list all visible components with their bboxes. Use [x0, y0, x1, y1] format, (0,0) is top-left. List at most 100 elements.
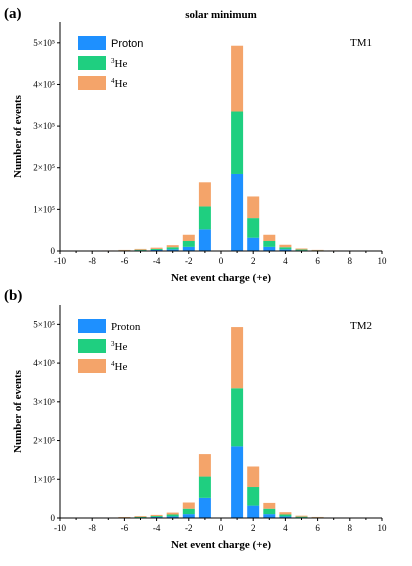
x-tick-label: 4 [283, 523, 288, 533]
y-tick-label: 1×10⁵ [33, 204, 55, 214]
x-tick-label: -6 [121, 256, 129, 266]
bar-3he-x-5 [134, 249, 147, 251]
legend-label-proton: Proton [111, 38, 143, 50]
bar-4he-x1 [231, 327, 244, 389]
bar-proton-x2 [247, 237, 260, 251]
legend-label-3he: 3He [111, 340, 127, 353]
bar-3he-x-3 [166, 247, 179, 250]
y-tick-label: 4×10⁵ [33, 79, 55, 89]
x-tick-label: 8 [348, 523, 353, 533]
bar-4he-x3 [263, 234, 276, 242]
x-tick-label: 6 [315, 523, 320, 533]
bar-proton-x-1 [198, 497, 211, 518]
detector-label: TM1 [350, 37, 372, 49]
bar-4he-x1 [231, 45, 244, 112]
bar-4he-x2 [247, 466, 260, 488]
bar-proton-x3 [263, 246, 276, 251]
bar-proton-x2 [247, 505, 260, 518]
y-tick-label: 3×10⁵ [33, 121, 55, 131]
x-tick-label: 0 [219, 523, 224, 533]
bar-3he-x4 [279, 514, 292, 517]
y-tick-label: 4×10⁵ [33, 358, 55, 368]
legend-swatch-4he [78, 76, 106, 90]
bar-proton-x4 [279, 249, 292, 251]
x-tick-label: 10 [378, 256, 388, 266]
bar-proton-x3 [263, 514, 276, 518]
bar-proton-x-4 [150, 249, 163, 251]
x-tick-label: 10 [378, 523, 388, 533]
bar-proton-x4 [279, 516, 292, 518]
bar-proton-x-1 [198, 229, 211, 251]
bar-3he-x-2 [182, 508, 195, 515]
bar-4he-x-3 [166, 245, 179, 248]
x-tick-label: -2 [185, 523, 193, 533]
bar-4he-x5 [295, 248, 308, 250]
x-tick-label: 2 [251, 523, 256, 533]
x-tick-label: -6 [121, 523, 129, 533]
bar-4he-x-4 [150, 514, 163, 517]
bar-4he-x-3 [166, 512, 179, 515]
legend-swatch-3he [78, 339, 106, 353]
bar-4he-x-1 [198, 182, 211, 207]
bar-proton-x-2 [182, 246, 195, 251]
x-tick-label: 2 [251, 256, 256, 266]
x-tick-label: -10 [54, 256, 66, 266]
legend-swatch-3he [78, 56, 106, 70]
bar-4he-x-2 [182, 502, 195, 509]
bar-proton-x1 [231, 446, 244, 518]
bar-3he-x-2 [182, 241, 195, 247]
bar-3he-x1 [231, 111, 244, 174]
bar-3he-x1 [231, 388, 244, 447]
bar-4he-x-4 [150, 247, 163, 249]
x-tick-label: -4 [153, 256, 161, 266]
bar-3he-x-4 [150, 516, 163, 518]
panel-label: (b) [4, 288, 22, 304]
bar-4he-x3 [263, 502, 276, 509]
x-tick-label: 8 [348, 256, 353, 266]
bar-3he-x5 [295, 516, 308, 518]
bar-4he-x-5 [134, 248, 147, 250]
y-axis-title: Number of events [12, 369, 24, 453]
bar-4he-x-2 [182, 234, 195, 242]
y-tick-label: 3×10⁵ [33, 397, 55, 407]
x-tick-label: -8 [88, 256, 96, 266]
bar-4he-x2 [247, 196, 260, 219]
legend-swatch-proton [78, 319, 106, 333]
legend-label-4he: 4He [111, 360, 127, 373]
chart-panel-2: (b) -10 -8 -6 -4 -2 0 2 4 6 8 10 0 1×10⁵ 2×10⁵ 3×10⁵ 4×1… [4, 288, 387, 551]
bar-3he-x5 [295, 249, 308, 251]
chart-panel-1: (a) solar minimum -10 -8 -6 -4 -2 0 2 4 6 8 10 0 1×10⁵… [4, 6, 387, 284]
bar-4he-x5 [295, 515, 308, 517]
y-tick-label: 2×10⁵ [33, 436, 55, 446]
y-tick-label: 5×10⁵ [33, 38, 55, 48]
bar-3he-x4 [279, 247, 292, 250]
x-tick-label: -4 [153, 523, 161, 533]
y-tick-label: 2×10⁵ [33, 163, 55, 173]
panel-label: (a) [4, 6, 22, 22]
bar-4he-x-5 [134, 516, 147, 517]
bar-3he-x-4 [150, 248, 163, 250]
bar-3he-x2 [247, 487, 260, 506]
bar-proton-x1 [231, 173, 244, 251]
x-tick-label: 6 [315, 256, 320, 266]
y-tick-label: 0 [51, 513, 56, 523]
bar-3he-x-3 [166, 514, 179, 517]
x-tick-label: 0 [219, 256, 224, 266]
bar-3he-x3 [263, 241, 276, 247]
legend-label-3he: 3He [111, 57, 127, 70]
detector-label: TM2 [350, 320, 372, 332]
bar-3he-x-1 [198, 206, 211, 230]
legend-label-4he: 4He [111, 77, 127, 90]
bar-3he-x-5 [134, 516, 147, 518]
bar-3he-x2 [247, 218, 260, 238]
legend-label-proton: Proton [111, 321, 141, 333]
x-axis-title: Net event charge (+e) [171, 539, 271, 551]
bar-3he-x3 [263, 508, 276, 515]
x-tick-label: 4 [283, 256, 288, 266]
x-tick-label: -8 [88, 523, 96, 533]
legend-swatch-4he [78, 359, 106, 373]
bar-3he-x-1 [198, 476, 211, 498]
bar-proton-x-3 [166, 516, 179, 518]
x-tick-label: -10 [54, 523, 66, 533]
